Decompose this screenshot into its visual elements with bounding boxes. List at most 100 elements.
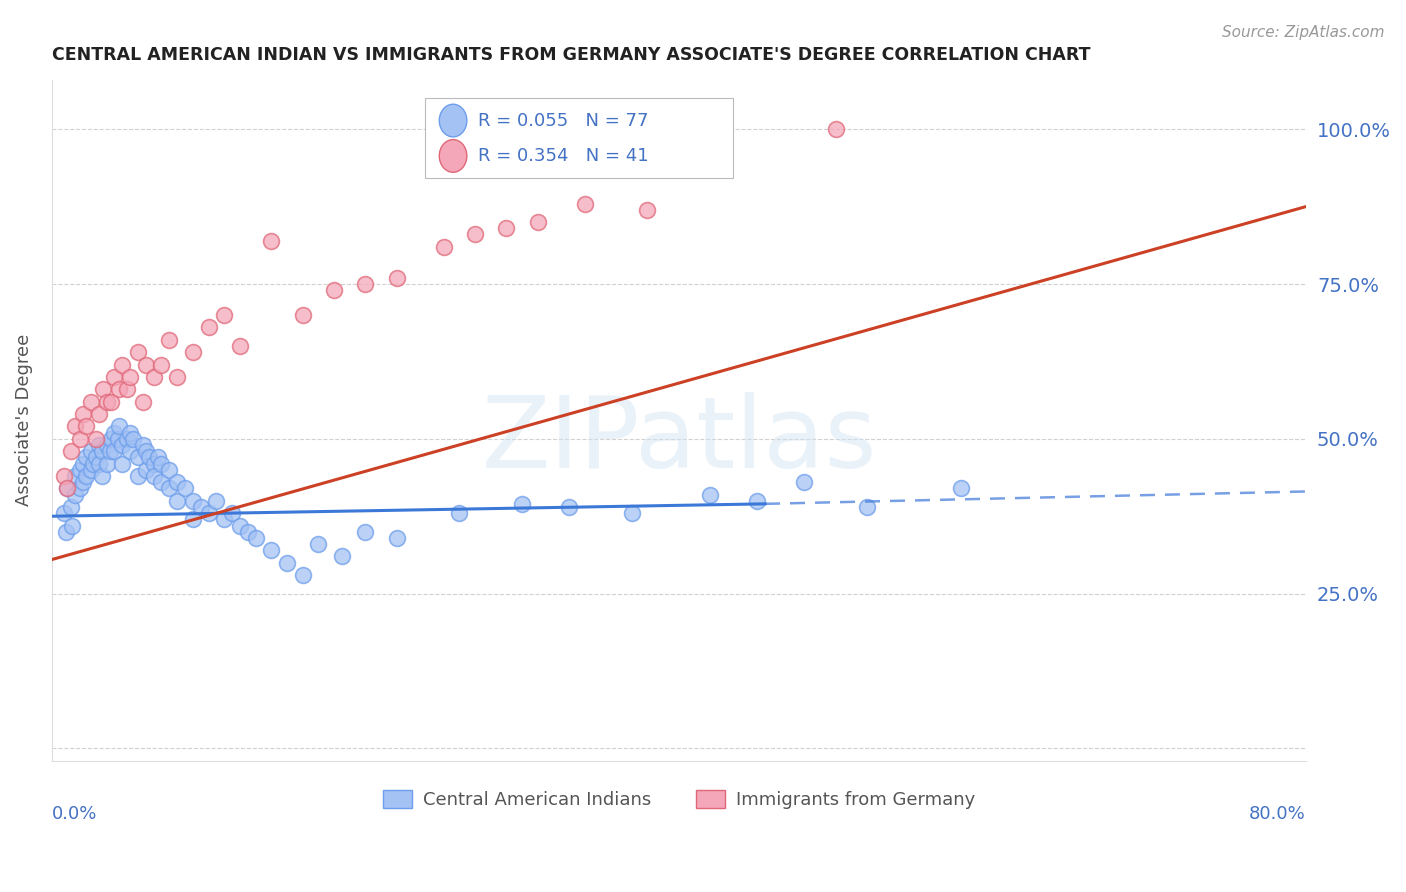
Point [385, 270, 408, 285]
Point [80, 463, 103, 477]
Point [56, 481, 79, 495]
Point [229, 518, 252, 533]
Point [111, 457, 134, 471]
Point [90, 469, 112, 483]
Point [157, 333, 180, 347]
Point [122, 432, 145, 446]
Point [824, 122, 846, 136]
Point [131, 438, 153, 452]
Point [464, 227, 486, 242]
Point [65, 469, 87, 483]
Point [60, 518, 83, 533]
Point [127, 345, 149, 359]
Point [55, 524, 77, 539]
Point [354, 524, 377, 539]
Point [108, 419, 131, 434]
Point [65, 487, 87, 501]
Ellipse shape [439, 139, 467, 172]
Point [699, 487, 721, 501]
Point [212, 512, 235, 526]
Point [526, 215, 548, 229]
Point [53, 506, 76, 520]
Point [100, 394, 122, 409]
Y-axis label: Associate's Degree: Associate's Degree [15, 334, 32, 507]
Point [93, 382, 115, 396]
Text: R = 0.055   N = 77: R = 0.055 N = 77 [478, 112, 648, 129]
Point [80, 394, 103, 409]
Point [75, 419, 97, 434]
Point [166, 370, 188, 384]
Point [197, 506, 219, 520]
Ellipse shape [439, 104, 467, 136]
Point [72, 407, 94, 421]
Point [127, 450, 149, 465]
Point [166, 475, 188, 490]
Point [236, 524, 259, 539]
Point [103, 370, 125, 384]
Point [59, 500, 82, 514]
Point [260, 543, 283, 558]
Point [205, 493, 228, 508]
Point [103, 444, 125, 458]
Point [96, 457, 118, 471]
Text: CENTRAL AMERICAN INDIAN VS IMMIGRANTS FROM GERMANY ASSOCIATE'S DEGREE CORRELATIO: CENTRAL AMERICAN INDIAN VS IMMIGRANTS FR… [52, 46, 1090, 64]
Point [69, 463, 91, 477]
Point [87, 407, 110, 421]
Point [856, 500, 879, 514]
Point [75, 450, 97, 465]
Point [96, 394, 118, 409]
Point [354, 277, 377, 291]
Point [131, 394, 153, 409]
Point [53, 469, 76, 483]
Point [111, 438, 134, 452]
Point [84, 450, 107, 465]
Point [69, 432, 91, 446]
Text: 0.0%: 0.0% [52, 805, 97, 823]
Point [245, 531, 267, 545]
Point [181, 512, 204, 526]
Point [107, 432, 129, 446]
Point [495, 221, 517, 235]
Point [120, 425, 142, 440]
Text: ZIPatlas: ZIPatlas [481, 392, 876, 489]
Point [260, 234, 283, 248]
Point [307, 537, 329, 551]
Point [181, 493, 204, 508]
Point [148, 450, 170, 465]
Legend: Central American Indians, Immigrants from Germany: Central American Indians, Immigrants fro… [375, 783, 981, 816]
Point [82, 457, 104, 471]
Point [574, 196, 596, 211]
Point [127, 469, 149, 483]
Point [181, 345, 204, 359]
Point [229, 339, 252, 353]
Point [80, 444, 103, 458]
Point [72, 457, 94, 471]
Point [157, 481, 180, 495]
FancyBboxPatch shape [426, 98, 733, 178]
Point [65, 419, 87, 434]
Point [135, 444, 157, 458]
Point [142, 370, 165, 384]
Point [157, 463, 180, 477]
Point [221, 506, 243, 520]
Point [949, 481, 972, 495]
Point [637, 202, 659, 217]
Point [142, 469, 165, 483]
Point [276, 556, 298, 570]
Point [793, 475, 815, 490]
Point [111, 358, 134, 372]
Point [150, 475, 173, 490]
Text: Source: ZipAtlas.com: Source: ZipAtlas.com [1222, 25, 1385, 40]
Point [59, 444, 82, 458]
Point [385, 531, 408, 545]
Point [166, 493, 188, 508]
Point [120, 370, 142, 384]
Point [747, 493, 769, 508]
Point [291, 308, 314, 322]
Point [100, 432, 122, 446]
Point [449, 506, 471, 520]
Point [135, 463, 157, 477]
Point [212, 308, 235, 322]
Point [108, 382, 131, 396]
Point [98, 444, 121, 458]
